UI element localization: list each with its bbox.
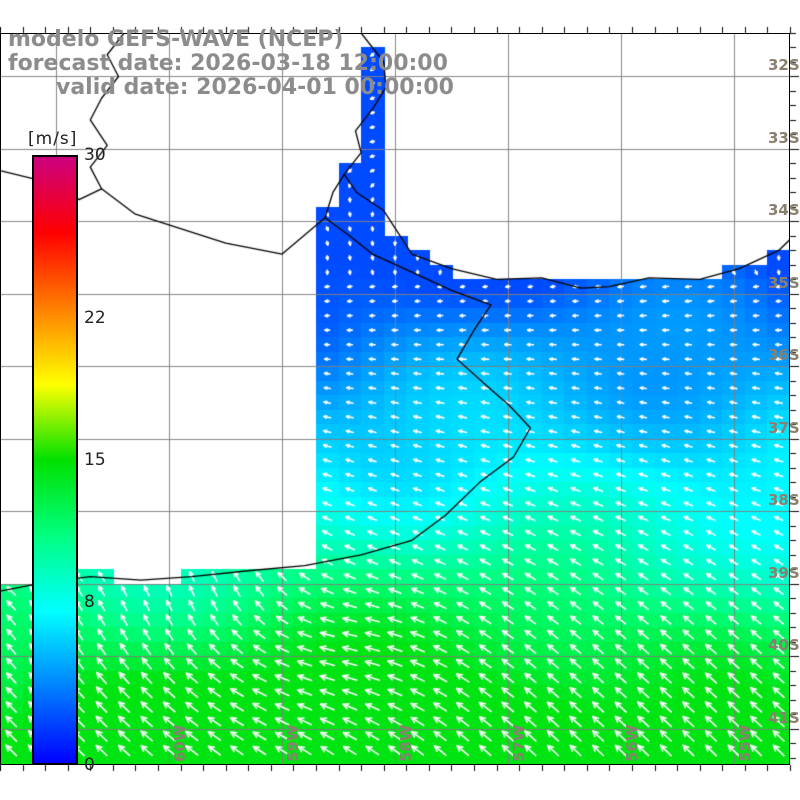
lon-label-58W: 58W xyxy=(397,724,415,762)
lat-label-41S: 41S xyxy=(768,708,800,727)
colorbar-tick-22: 22 xyxy=(84,307,106,328)
colorbar-tick-15: 15 xyxy=(84,450,106,470)
colorbar-tick-0: 0 xyxy=(84,755,95,775)
colorbar-tick-30: 30 xyxy=(84,145,106,165)
lat-label-39S: 39S xyxy=(768,563,800,582)
colorbar-unit-label: [m/s] xyxy=(28,129,78,149)
colorbar[interactable] xyxy=(32,155,78,765)
lon-label-59W: 59W xyxy=(284,724,303,762)
colorbar-tick-8: 8 xyxy=(84,592,95,613)
lat-label-40S: 40S xyxy=(768,636,800,655)
lat-label-33S: 33S xyxy=(768,128,800,147)
lat-label-38S: 38S xyxy=(768,491,800,510)
lat-label-37S: 37S xyxy=(768,418,800,437)
lon-label-56W: 56W xyxy=(622,724,641,762)
colorbar-gradient xyxy=(34,157,76,763)
lat-label-32S: 32S xyxy=(768,56,800,75)
lon-label-60W: 60W xyxy=(171,724,190,762)
lon-label-57W: 57W xyxy=(509,724,528,762)
lon-label-55W: 55W xyxy=(735,724,754,762)
lat-label-36S: 36S xyxy=(768,346,800,365)
lat-label-35S: 35S xyxy=(768,273,800,292)
lat-label-34S: 34S xyxy=(768,201,800,220)
